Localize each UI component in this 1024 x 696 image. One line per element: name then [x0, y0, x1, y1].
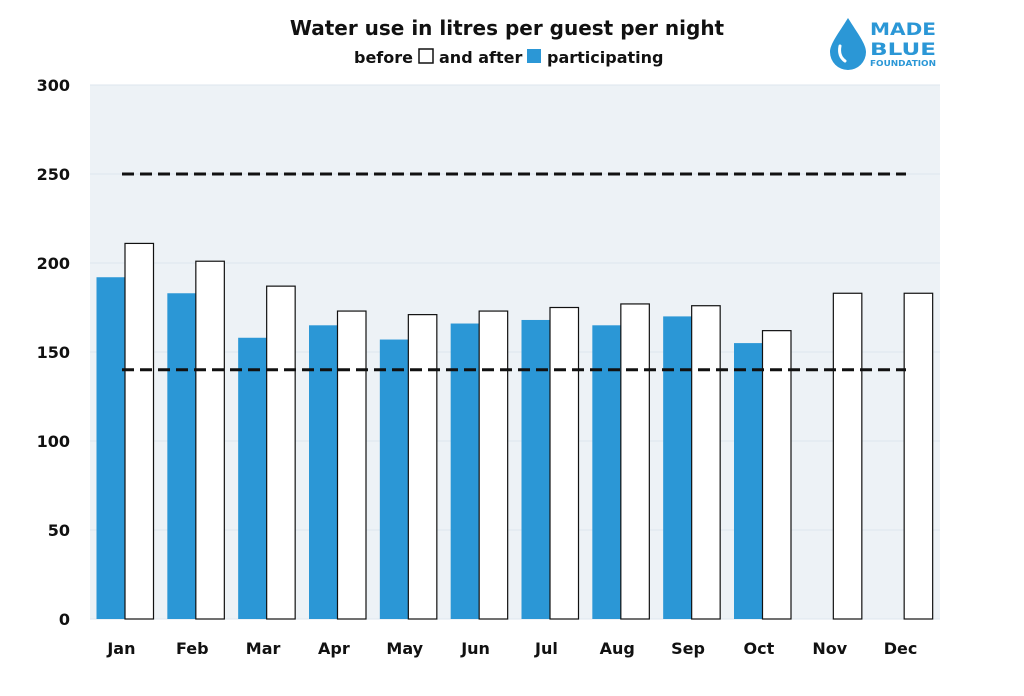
bar-before-jul [549, 306, 580, 620]
bar-before-mar [266, 285, 296, 620]
y-tick-label: 200 [37, 254, 70, 273]
x-tick-label: Oct [744, 639, 775, 658]
legend-participating-swatch [527, 49, 541, 63]
x-tick-label: Jul [534, 639, 558, 658]
bar-before-jan [124, 242, 155, 620]
x-tick-label: Apr [318, 639, 350, 658]
x-tick-label: Mar [246, 639, 281, 658]
logo-line-blue: BLUE [870, 40, 936, 60]
x-tick-label: Dec [884, 639, 918, 658]
y-tick-label: 300 [37, 76, 70, 95]
y-tick-label: 150 [37, 343, 70, 362]
bar-before-oct [761, 330, 792, 620]
y-tick-label: 50 [48, 521, 70, 540]
bar-after-jan [96, 277, 125, 619]
logo-line-made: MADE [870, 20, 936, 40]
x-tick-label: Feb [176, 639, 209, 658]
water-drop-highlight [838, 44, 847, 63]
bar-after-jul [521, 319, 550, 619]
x-tick-label: Nov [812, 639, 847, 658]
bar-after-sep [663, 316, 692, 619]
x-tick-label: Aug [600, 639, 635, 658]
bar-before-jun [478, 310, 509, 620]
legend-participating-label: participating [547, 48, 663, 67]
x-tick-label: Jan [106, 639, 135, 658]
bar-after-apr [309, 325, 338, 619]
legend-before-label: before [354, 48, 413, 67]
bar-before-sep [691, 305, 721, 620]
legend-and-after-label: and after [439, 48, 522, 67]
x-tick-label: May [386, 639, 423, 658]
bars [96, 242, 934, 620]
bar-after-feb [167, 293, 196, 619]
y-tick-label: 250 [37, 165, 70, 184]
bar-after-jun [450, 323, 480, 619]
y-tick-label: 100 [37, 432, 70, 451]
bar-after-may [379, 339, 409, 619]
x-tick-label: Jun [460, 639, 490, 658]
bar-after-mar [238, 337, 267, 619]
bar-before-dec [903, 292, 934, 620]
bar-before-nov [832, 292, 863, 620]
bar-before-apr [336, 310, 367, 620]
made-blue-logo: MADE BLUE FOUNDATION [830, 18, 936, 70]
bar-after-aug [592, 325, 621, 619]
legend-before-swatch [418, 48, 434, 64]
bar-before-feb [195, 260, 225, 620]
bar-before-may [407, 314, 438, 620]
x-axis-ticks: Jan Feb Mar Apr May Jun Jul Aug Sep Oct Nov Dec [106, 639, 917, 658]
reference-lines [122, 172, 906, 372]
bar-before-aug [620, 303, 650, 620]
logo-line-foundation: FOUNDATION [870, 59, 936, 68]
legend: before and after participating [354, 48, 663, 67]
y-axis-ticks: 0 50 100 150 200 250 300 [37, 76, 70, 629]
x-tick-label: Sep [671, 639, 705, 658]
chart-title: Water use in litres per guest per night [290, 16, 725, 40]
y-tick-label: 0 [59, 610, 70, 629]
water-drop-icon [830, 18, 866, 70]
bar-after-oct [734, 343, 763, 619]
